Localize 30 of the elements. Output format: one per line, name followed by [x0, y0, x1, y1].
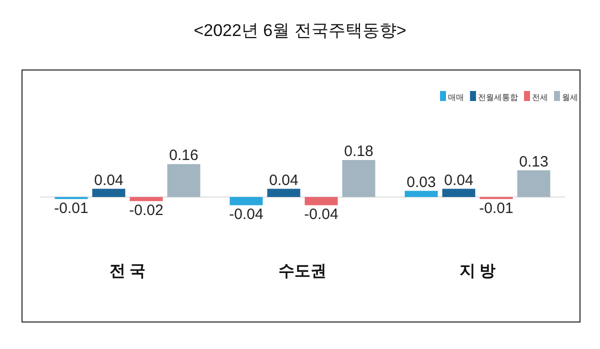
data-label: -0.02	[129, 202, 164, 220]
bar	[342, 160, 376, 197]
legend-label: 전세	[532, 93, 548, 102]
legend-label: 월세	[562, 93, 578, 102]
data-label: -0.01	[479, 200, 514, 218]
data-label: 0.04	[269, 172, 298, 189]
bar	[304, 197, 338, 206]
bar	[130, 197, 163, 202]
data-label: -0.04	[229, 206, 264, 224]
x-tick-label: 수도권	[278, 263, 326, 280]
chart-title: <2022년 6월 전국주택동향>	[194, 21, 406, 40]
x-tick-label: 지 방	[459, 263, 496, 280]
bar	[230, 197, 263, 206]
data-label: 0.13	[519, 153, 548, 170]
bar	[167, 164, 200, 197]
bar	[442, 188, 476, 197]
data-label: -0.01	[54, 200, 88, 218]
bar	[267, 188, 300, 197]
legend-label: 전월세통합	[478, 93, 518, 102]
data-label: -0.04	[304, 206, 338, 224]
data-label: 0.16	[169, 147, 198, 164]
data-label: 0.04	[444, 172, 474, 189]
data-label: 0.03	[406, 174, 436, 191]
bar	[404, 190, 438, 197]
bar	[517, 170, 550, 197]
x-tick-label: 전 국	[109, 263, 146, 280]
bar	[92, 188, 126, 197]
data-label: 0.18	[344, 143, 374, 160]
data-label: 0.04	[94, 172, 124, 189]
legend-label: 매매	[448, 93, 464, 102]
